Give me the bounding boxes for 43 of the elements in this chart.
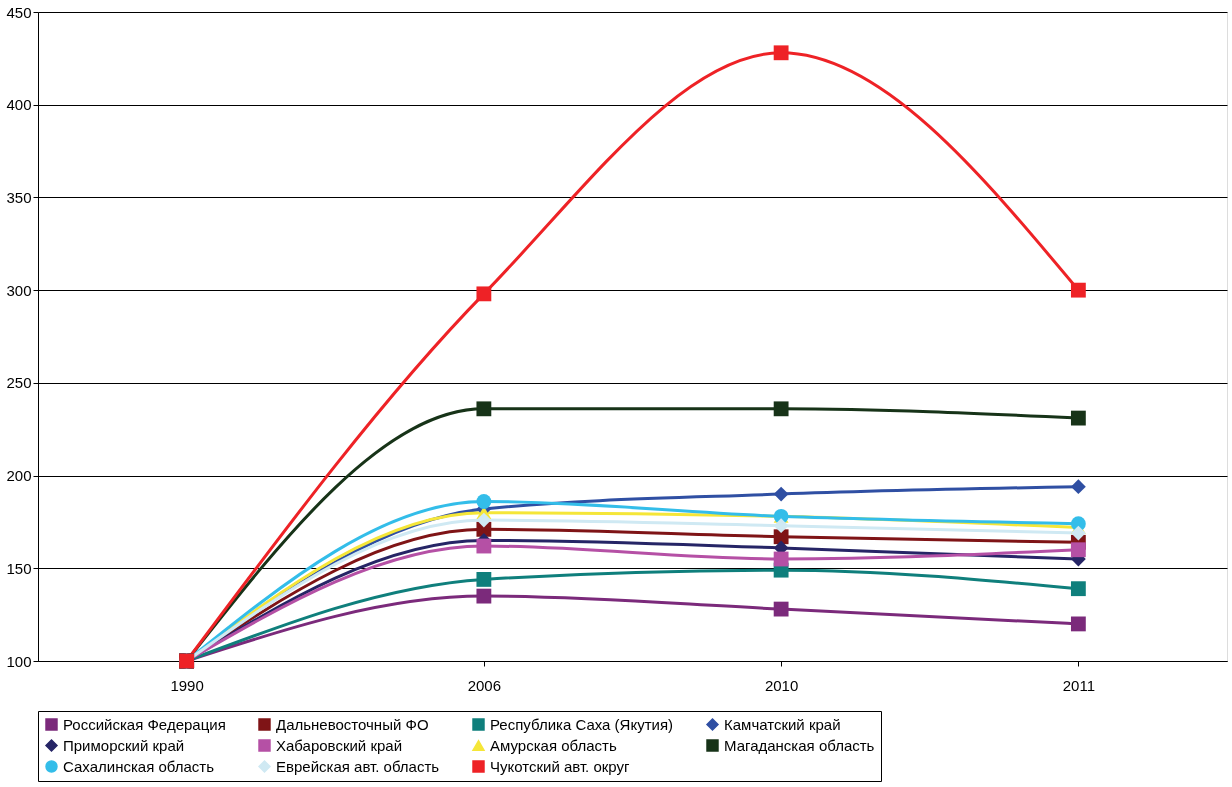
y-tick-label: 400 (6, 96, 32, 114)
point (1070, 479, 1086, 495)
point (1070, 410, 1086, 426)
point (1070, 581, 1086, 597)
y-tick-label: 200 (6, 467, 32, 485)
legend-label: Республика Саха (Якутия) (490, 715, 674, 733)
point (476, 286, 492, 302)
legend-label: Сахалинская область (63, 757, 215, 775)
legend-label: Российская Федерация (63, 715, 226, 733)
y-tick-label: 300 (6, 281, 32, 299)
legend-label: Чукотский авт. округ (490, 757, 631, 775)
point (1070, 525, 1086, 541)
point (773, 45, 789, 61)
point (476, 588, 492, 604)
legend-label: Еврейская авт. область (276, 757, 440, 775)
legend-label: Приморский край (63, 736, 185, 754)
point (476, 494, 492, 509)
x-tick-label: 2010 (764, 676, 799, 694)
point (773, 551, 789, 567)
y-tick-label: 450 (6, 3, 32, 21)
y-tick-label: 100 (6, 652, 32, 670)
point (1070, 282, 1086, 298)
point (476, 401, 492, 417)
point (476, 538, 492, 554)
point (1070, 616, 1086, 632)
point (1070, 542, 1086, 558)
legend-label: Дальневосточный ФО (276, 715, 429, 733)
x-tick-label: 2006 (467, 676, 502, 694)
y-tick-label: 350 (6, 188, 32, 206)
y-tick-label: 150 (6, 559, 32, 577)
legend-label: Амурская область (490, 736, 617, 754)
legend-label: Хабаровский край (276, 736, 403, 754)
point (773, 518, 789, 534)
legend-label: Камчатский край (724, 715, 841, 733)
legend-label: Магаданская область (724, 736, 875, 754)
point (476, 572, 492, 587)
y-tick-label: 250 (6, 374, 32, 392)
point (773, 486, 789, 502)
point (476, 512, 492, 528)
point (773, 601, 789, 617)
x-tick-label: 2011 (1062, 676, 1096, 694)
point (773, 401, 789, 417)
x-tick-label: 1990 (170, 676, 204, 694)
